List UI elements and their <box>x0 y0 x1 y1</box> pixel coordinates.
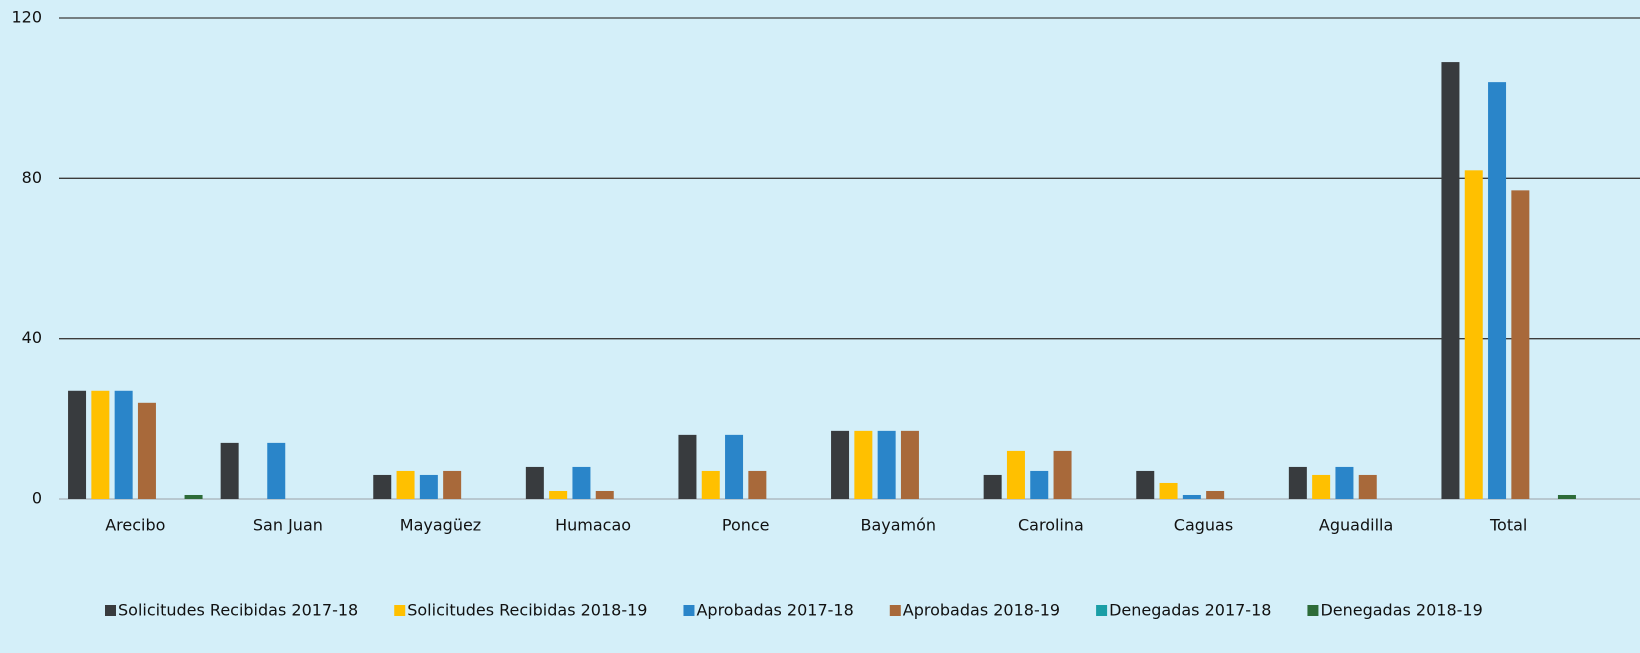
legend-swatch <box>1096 605 1108 616</box>
bar <box>525 466 544 499</box>
bar <box>748 470 767 499</box>
bar <box>725 434 744 499</box>
legend-label: Solicitudes Recibidas 2017-18 <box>118 601 358 620</box>
legend-label: Solicitudes Recibidas 2018-19 <box>407 601 647 620</box>
bar <box>1288 466 1307 499</box>
y-tick-label: 120 <box>11 8 42 27</box>
bar <box>1136 470 1155 499</box>
legend-swatch <box>1307 605 1319 616</box>
bar <box>877 430 896 499</box>
bar <box>1206 490 1225 499</box>
bar <box>1182 494 1201 499</box>
legend-label: Aprobadas 2017-18 <box>696 601 853 620</box>
bar <box>701 470 720 499</box>
bar <box>1053 450 1072 499</box>
legend-label: Aprobadas 2018-19 <box>903 601 1060 620</box>
bar <box>549 490 568 499</box>
bar <box>1488 82 1507 499</box>
legend-swatch <box>105 605 116 616</box>
bar <box>831 430 850 499</box>
bar <box>1006 450 1025 499</box>
x-tick-label: Total <box>1489 516 1527 535</box>
bar <box>396 470 415 499</box>
bar <box>900 430 919 499</box>
bar <box>1030 470 1049 499</box>
x-tick-label: Bayamón <box>861 516 937 535</box>
x-tick-label: Mayagüez <box>400 516 481 535</box>
x-tick-label: Humacao <box>555 516 631 535</box>
bar <box>1441 62 1460 499</box>
bar <box>1159 482 1178 499</box>
bar <box>114 390 133 499</box>
x-tick-label: San Juan <box>253 516 323 535</box>
bar <box>220 442 239 499</box>
y-tick-label: 80 <box>22 168 42 187</box>
bar <box>184 494 203 499</box>
bar <box>68 390 87 499</box>
legend-swatch <box>683 605 695 616</box>
bar <box>91 390 110 499</box>
bar <box>137 402 156 499</box>
bar <box>1335 466 1354 499</box>
bar <box>1511 190 1530 499</box>
bar <box>1557 494 1576 499</box>
bar <box>373 474 392 499</box>
bar <box>1358 474 1377 499</box>
bar <box>854 430 873 499</box>
bar <box>595 490 614 499</box>
bar <box>572 466 591 499</box>
bar <box>1312 474 1331 499</box>
legend-swatch <box>889 605 901 616</box>
legend-label: Denegadas 2018-19 <box>1320 601 1482 620</box>
y-tick-label: 0 <box>32 489 42 508</box>
bar <box>443 470 462 499</box>
bar <box>419 474 438 499</box>
y-tick-label: 40 <box>22 328 42 347</box>
x-tick-label: Arecibo <box>105 516 165 535</box>
legend-label: Denegadas 2017-18 <box>1109 601 1271 620</box>
bar <box>267 442 286 499</box>
legend-swatch <box>394 605 406 616</box>
x-tick-label: Carolina <box>1018 516 1084 535</box>
x-tick-label: Caguas <box>1174 516 1233 535</box>
x-tick-label: Aguadilla <box>1319 516 1393 535</box>
x-tick-label: Ponce <box>722 516 770 535</box>
bar <box>678 434 697 499</box>
bar <box>1464 170 1483 500</box>
bar <box>983 474 1002 499</box>
